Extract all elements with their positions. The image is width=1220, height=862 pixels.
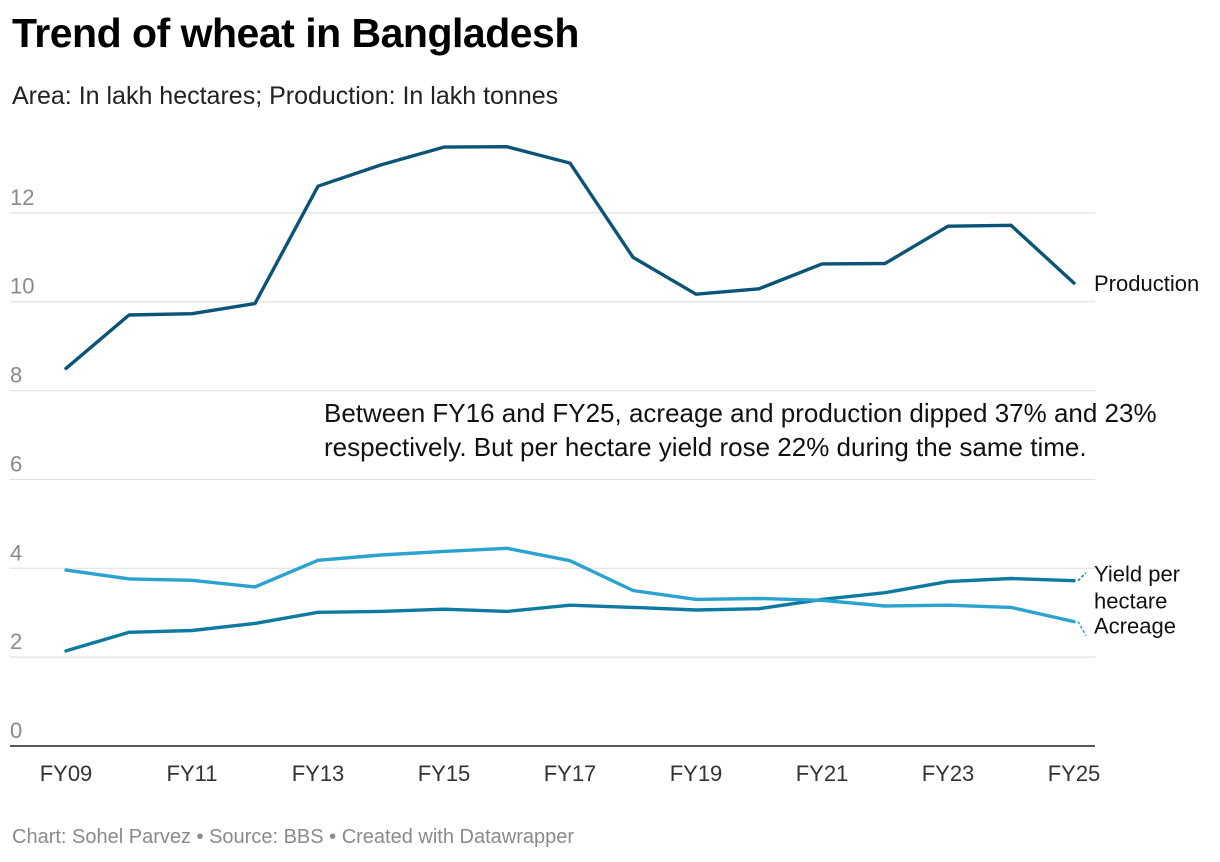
x-tick-label: FY23 <box>922 761 975 786</box>
label-yield-per-hectare: Yield per <box>1094 562 1180 587</box>
data-point-yield-per-hectare <box>757 607 761 611</box>
label-production: Production <box>1094 271 1199 296</box>
x-tick-label: FY21 <box>796 761 849 786</box>
data-point-production <box>820 262 824 266</box>
gridlines <box>10 212 1095 747</box>
y-tick-label: 8 <box>10 363 22 388</box>
data-point-production <box>190 312 194 316</box>
data-point-acreage <box>64 568 68 572</box>
data-point-production <box>316 184 320 188</box>
data-point-production <box>1009 223 1013 227</box>
x-tick-label: FY15 <box>418 761 471 786</box>
x-tick-label: FY13 <box>292 761 345 786</box>
data-point-yield-per-hectare <box>631 605 635 609</box>
data-point-yield-per-hectare <box>379 609 383 613</box>
data-point-production <box>1072 281 1076 285</box>
data-point-yield-per-hectare <box>946 580 950 584</box>
x-tick-label: FY11 <box>167 761 218 786</box>
data-point-acreage <box>127 577 131 581</box>
label-yield-per-hectare: hectare <box>1094 589 1167 614</box>
connector-yield <box>1077 572 1087 582</box>
data-point-yield-per-hectare <box>694 608 698 612</box>
data-point-production <box>442 145 446 149</box>
data-point-production <box>631 255 635 259</box>
x-tick-label: FY17 <box>544 761 597 786</box>
y-tick-label: 12 <box>10 185 34 210</box>
annotation-line-2: respectively. But per hectare yield rose… <box>324 432 1087 462</box>
data-point-production <box>379 163 383 167</box>
data-point-production <box>694 292 698 296</box>
data-point-yield-per-hectare <box>505 609 509 613</box>
data-point-acreage <box>379 553 383 557</box>
data-point-production <box>505 145 509 149</box>
data-point-acreage <box>883 604 887 608</box>
series-line-yield-per-hectare <box>64 576 1076 653</box>
data-point-production <box>757 287 761 291</box>
x-axis-ticks: FY09 FY11 FY13 FY15 FY17 FY19 FY21 FY23 FY25 <box>40 761 1101 786</box>
chart-subtitle: Area: In lakh hectares; Production: In l… <box>12 82 559 110</box>
data-point-yield-per-hectare <box>883 591 887 595</box>
data-point-yield-per-hectare <box>442 607 446 611</box>
x-tick-label: FY09 <box>40 761 93 786</box>
y-tick-label: 0 <box>10 718 22 743</box>
data-point-acreage <box>1009 605 1013 609</box>
chart-footer: Chart: Sohel Parvez • Source: BBS • Crea… <box>12 826 575 848</box>
y-axis-ticks: 0 2 4 6 8 10 12 <box>10 185 34 743</box>
series-lines <box>64 145 1076 653</box>
data-point-production <box>883 262 887 266</box>
data-point-acreage <box>820 598 824 602</box>
data-point-yield-per-hectare <box>316 610 320 614</box>
y-tick-label: 10 <box>10 274 34 299</box>
data-point-acreage <box>316 558 320 562</box>
data-point-production <box>568 161 572 165</box>
data-point-acreage <box>505 546 509 550</box>
data-point-production <box>253 301 257 305</box>
data-point-yield-per-hectare <box>127 630 131 634</box>
series-line-production <box>64 145 1076 371</box>
data-point-production <box>946 224 950 228</box>
data-point-acreage <box>946 603 950 607</box>
chart-title: Trend of wheat in Bangladesh <box>12 10 579 56</box>
data-point-yield-per-hectare <box>1009 577 1013 581</box>
y-tick-label: 6 <box>10 451 22 476</box>
data-point-yield-per-hectare <box>253 621 257 625</box>
y-tick-label: 2 <box>10 629 22 654</box>
connector-acreage <box>1077 621 1087 636</box>
annotation-line-1: Between FY16 and FY25, acreage and produ… <box>324 398 1157 428</box>
data-point-acreage <box>694 597 698 601</box>
data-point-production <box>64 366 68 370</box>
data-point-acreage <box>757 596 761 600</box>
data-point-yield-per-hectare <box>568 603 572 607</box>
x-tick-label: FY19 <box>670 761 723 786</box>
data-point-acreage <box>631 589 635 592</box>
x-tick-label: FY25 <box>1048 761 1101 786</box>
y-tick-label: 4 <box>10 540 22 565</box>
label-acreage: Acreage <box>1094 614 1176 639</box>
data-point-production <box>127 313 131 317</box>
data-point-acreage <box>568 559 572 563</box>
data-point-yield-per-hectare <box>190 628 194 632</box>
data-point-acreage <box>1072 620 1076 624</box>
data-point-acreage <box>190 578 194 582</box>
data-point-yield-per-hectare <box>1072 579 1076 583</box>
data-point-acreage <box>253 585 257 589</box>
data-point-yield-per-hectare <box>64 649 68 653</box>
data-point-acreage <box>442 549 446 553</box>
